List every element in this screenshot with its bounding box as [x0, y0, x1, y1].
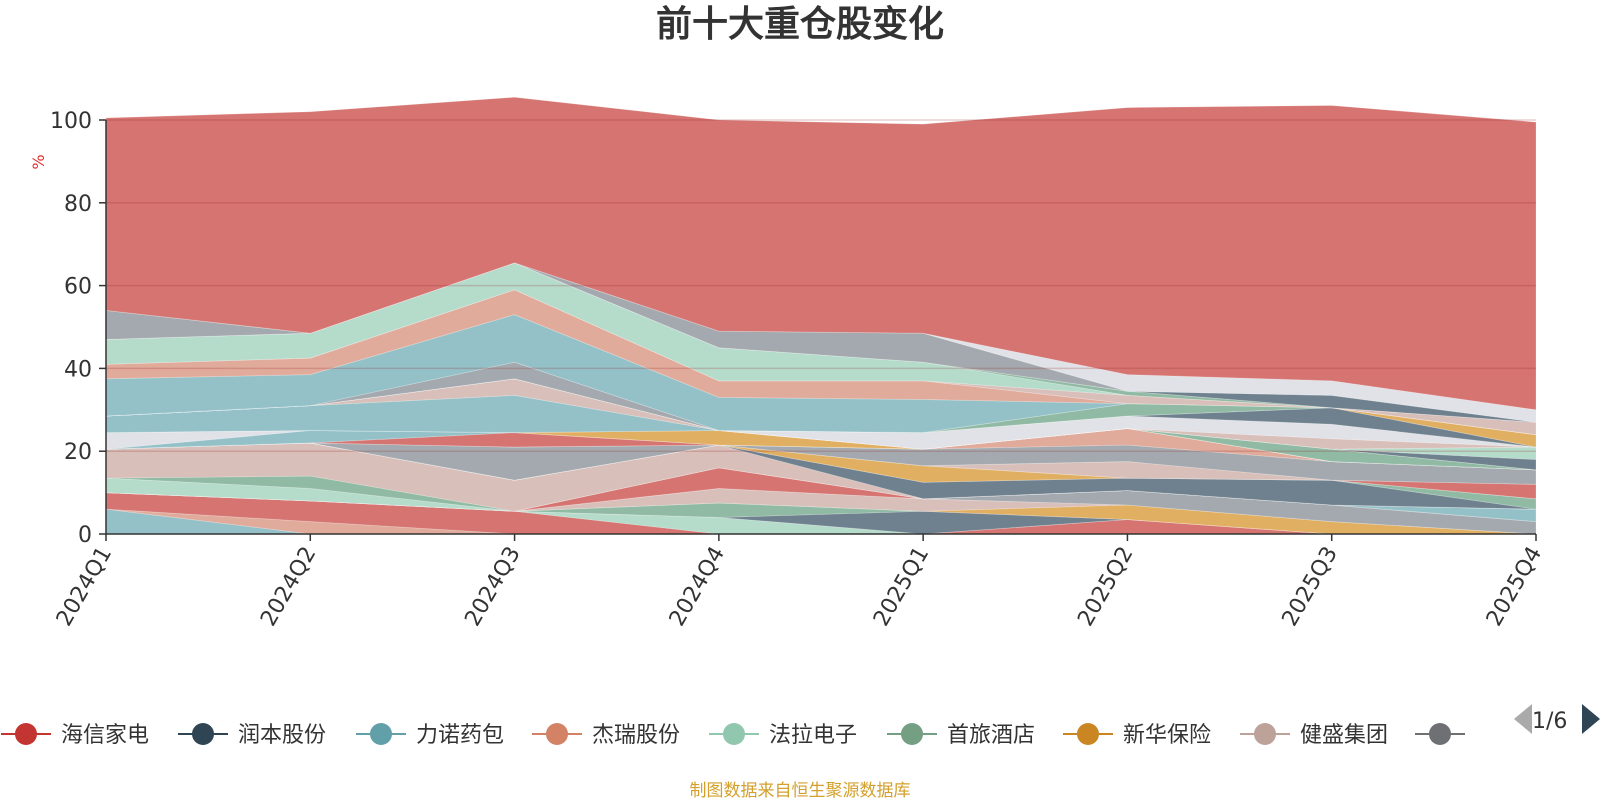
x-tick-label-2025Q2: 2025Q2: [1073, 543, 1138, 631]
legend-label: 海信家电: [61, 723, 149, 748]
legend-marker-icon: [15, 723, 37, 745]
x-tick-label-2024Q3: 2024Q3: [460, 543, 525, 631]
area-series-37[interactable]: [105, 289, 1537, 436]
legend-label: 润本股份: [238, 723, 326, 748]
legend-marker-icon: [370, 723, 392, 745]
x-tick-label-2025Q4: 2025Q4: [1482, 543, 1547, 631]
legend-item-8[interactable]: [1415, 723, 1465, 745]
x-tick-label-2024Q4: 2024Q4: [665, 543, 730, 631]
area-layer: [105, 96, 1537, 535]
pager-prev-icon[interactable]: [1514, 704, 1532, 734]
chart-title: 前十大重仓股变化: [655, 4, 944, 45]
data-source-note: 制图数据来自恒生聚源数据库: [689, 781, 911, 801]
area-series-44[interactable]: [105, 96, 1537, 411]
legend-label: 杰瑞股份: [592, 723, 680, 748]
legend-label: 首旅酒店: [947, 723, 1035, 748]
legend-item-1[interactable]: 润本股份: [178, 723, 326, 748]
legend-label: 健盛集团: [1300, 723, 1388, 748]
y-axis-unit-label: %: [29, 154, 48, 169]
y-tick-label-0: 0: [78, 523, 92, 548]
legend-marker-icon: [546, 723, 568, 745]
legend-marker-icon: [1077, 723, 1099, 745]
legend-marker-icon: [192, 723, 214, 745]
area-series-29[interactable]: [105, 378, 1537, 460]
area-series-38[interactable]: [105, 289, 1537, 436]
pager-next-icon[interactable]: [1582, 704, 1600, 734]
legend-item-2[interactable]: 力诺药包: [356, 723, 504, 748]
legend-label: 法拉电子: [769, 723, 857, 748]
legend-item-6[interactable]: 新华保险: [1063, 723, 1211, 748]
legend-marker-icon: [1429, 723, 1451, 745]
legend-label: 新华保险: [1123, 723, 1211, 748]
area-series-28[interactable]: [105, 378, 1537, 471]
x-tick-label-2024Q1: 2024Q1: [52, 543, 117, 631]
area-series-36[interactable]: [105, 314, 1537, 436]
legend-item-7[interactable]: 健盛集团: [1240, 723, 1388, 748]
grid-layer: [106, 119, 1536, 452]
y-tick-label-20: 20: [64, 440, 92, 465]
legend-marker-icon: [723, 723, 745, 745]
pager-text: 1/6: [1532, 709, 1567, 734]
area-series-33[interactable]: [105, 378, 1537, 448]
y-tick-label-100: 100: [50, 109, 92, 134]
y-tick-label-80: 80: [64, 192, 92, 217]
legend-pager: 1/6: [1514, 704, 1600, 734]
legend-marker-icon: [901, 723, 923, 745]
y-tick-label-60: 60: [64, 275, 92, 300]
area-series-39[interactable]: [105, 262, 1537, 423]
x-tick-label-2025Q1: 2025Q1: [869, 543, 934, 631]
x-tick-label-2025Q3: 2025Q3: [1278, 543, 1343, 631]
area-series-43[interactable]: [105, 262, 1537, 423]
legend-item-4[interactable]: 法拉电子: [709, 723, 857, 748]
legend-label: 力诺药包: [416, 723, 504, 748]
legend-item-5[interactable]: 首旅酒店: [887, 723, 1035, 748]
x-tick-label-2024Q2: 2024Q2: [256, 543, 321, 631]
legend: 海信家电 润本股份 力诺药包 杰瑞股份 法拉电子 首旅酒店 新华保险 健盛集团: [1, 723, 1465, 748]
area-series-26[interactable]: [105, 394, 1537, 471]
legend-item-0[interactable]: 海信家电: [1, 723, 149, 748]
area-series-23[interactable]: [105, 428, 1537, 471]
legend-marker-icon: [1254, 723, 1276, 745]
legend-item-3[interactable]: 杰瑞股份: [532, 723, 680, 748]
y-tick-label-40: 40: [64, 357, 92, 382]
